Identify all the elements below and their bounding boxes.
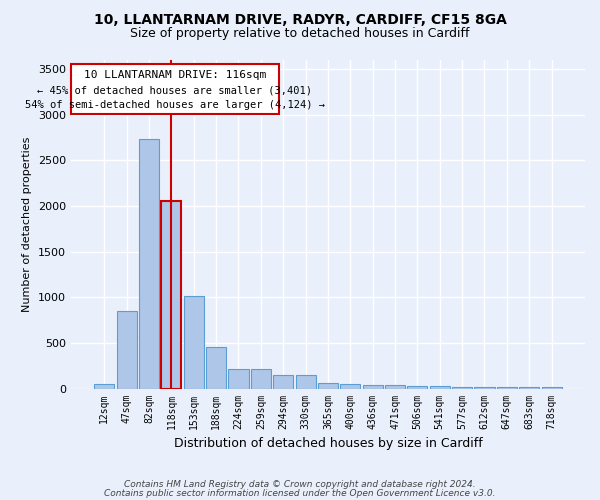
Y-axis label: Number of detached properties: Number of detached properties	[22, 136, 32, 312]
Bar	[318, 383, 338, 388]
Text: 10 LLANTARNAM DRIVE: 116sqm: 10 LLANTARNAM DRIVE: 116sqm	[84, 70, 266, 80]
Bar	[139, 140, 159, 388]
Bar	[475, 386, 494, 388]
Bar	[251, 369, 271, 388]
Bar	[229, 369, 248, 388]
Text: Contains public sector information licensed under the Open Government Licence v3: Contains public sector information licen…	[104, 489, 496, 498]
Bar	[116, 311, 137, 388]
Text: 10, LLANTARNAM DRIVE, RADYR, CARDIFF, CF15 8GA: 10, LLANTARNAM DRIVE, RADYR, CARDIFF, CF…	[94, 12, 506, 26]
Bar	[296, 376, 316, 388]
Bar	[340, 384, 361, 388]
Bar	[385, 386, 405, 388]
Bar	[94, 384, 115, 388]
Bar	[362, 385, 383, 388]
Bar	[407, 386, 427, 388]
Text: Contains HM Land Registry data © Crown copyright and database right 2024.: Contains HM Land Registry data © Crown c…	[124, 480, 476, 489]
Bar	[542, 386, 562, 388]
Bar	[184, 296, 204, 388]
Bar	[519, 386, 539, 388]
Bar	[206, 347, 226, 389]
Bar	[497, 386, 517, 388]
Text: 54% of semi-detached houses are larger (4,124) →: 54% of semi-detached houses are larger (…	[25, 100, 325, 110]
Bar	[430, 386, 450, 388]
Text: Size of property relative to detached houses in Cardiff: Size of property relative to detached ho…	[130, 28, 470, 40]
Bar	[273, 376, 293, 388]
Bar	[452, 386, 472, 388]
Bar	[161, 200, 181, 388]
X-axis label: Distribution of detached houses by size in Cardiff: Distribution of detached houses by size …	[173, 437, 482, 450]
Text: ← 45% of detached houses are smaller (3,401): ← 45% of detached houses are smaller (3,…	[37, 86, 313, 96]
FancyBboxPatch shape	[71, 64, 279, 114]
